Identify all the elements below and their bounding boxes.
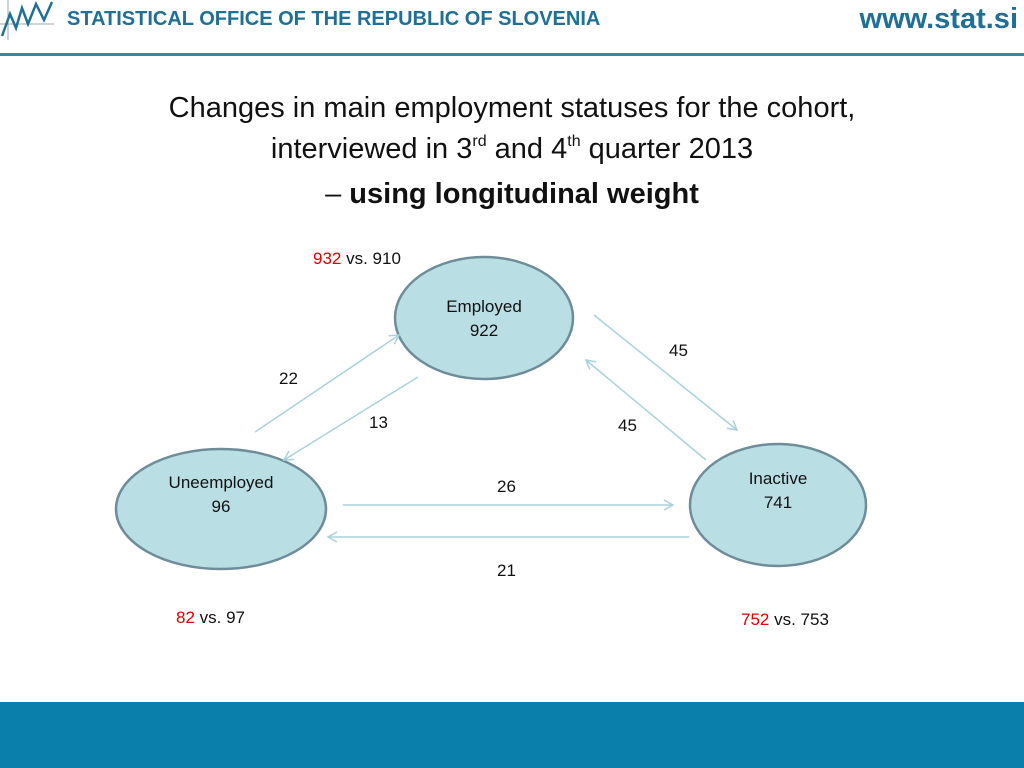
unemployed-comparison-highlight: 82 xyxy=(176,608,195,627)
employed-comparison-rest: vs. 910 xyxy=(341,249,401,268)
employed-name: Employed xyxy=(446,297,522,316)
inactive-label: Inactive 741 xyxy=(718,467,838,515)
slide-title: Changes in main employment statuses for … xyxy=(60,88,964,215)
flow-employed-to-inactive: 45 xyxy=(669,341,688,360)
flow-unemployed-to-inactive: 26 xyxy=(497,477,516,496)
arrow-unemployed-to-employed xyxy=(254,334,401,433)
site-url-link[interactable]: www.stat.si xyxy=(859,3,1018,35)
employed-comparison: 932 vs. 910 xyxy=(313,249,401,269)
node-unemployed xyxy=(114,447,328,571)
arrow-employed-to-unemployed xyxy=(282,376,419,461)
title-line-2: interviewed in 3rd and 4th quarter 2013 xyxy=(60,129,964,174)
inactive-comparison: 752 vs. 753 xyxy=(741,610,829,630)
title-line-2-c: quarter 2013 xyxy=(580,133,754,165)
employed-value: 922 xyxy=(469,321,499,340)
inactive-comparison-rest: vs. 753 xyxy=(769,610,829,629)
title-emphasis: using longitudinal weight xyxy=(349,178,699,210)
unemployed-name: Uneemployed xyxy=(168,473,274,492)
title-line-2-b: and 4 xyxy=(486,133,568,165)
unemployed-value: 96 xyxy=(211,497,231,516)
employed-comparison-highlight: 932 xyxy=(313,249,342,268)
arrow-employed-to-inactive xyxy=(593,314,739,431)
flow-inactive-to-unemployed: 21 xyxy=(497,561,516,580)
unemployed-label: Uneemployed 96 xyxy=(146,471,296,519)
title-line-1: Changes in main employment statuses for … xyxy=(168,92,856,124)
flow-inactive-to-employed: 45 xyxy=(618,416,637,435)
unemployed-comparison: 82 vs. 97 xyxy=(176,608,245,628)
inactive-value: 741 xyxy=(763,493,793,512)
unemployed-comparison-rest: vs. 97 xyxy=(194,608,246,627)
title-dash: – xyxy=(325,178,350,210)
sors-logo-icon xyxy=(0,0,54,40)
arrow-inactive-to-employed xyxy=(584,359,707,461)
node-inactive xyxy=(688,442,868,568)
header-divider xyxy=(0,53,1024,56)
title-line-2-a: interviewed in 3 xyxy=(270,133,473,165)
title-sup-rd: rd xyxy=(472,133,487,150)
flow-unemployed-to-employed: 22 xyxy=(279,369,298,388)
node-employed xyxy=(393,255,575,381)
inactive-comparison-highlight: 752 xyxy=(741,610,770,629)
footer-band xyxy=(0,702,1024,768)
flow-diagram xyxy=(114,255,868,571)
title-sup-th: th xyxy=(567,133,581,150)
inactive-name: Inactive xyxy=(748,469,808,488)
title-line-3: – using longitudinal weight xyxy=(60,174,964,215)
header-bar: STATISTICAL OFFICE OF THE REPUBLIC OF SL… xyxy=(0,0,1024,58)
org-name: STATISTICAL OFFICE OF THE REPUBLIC OF SL… xyxy=(67,8,601,30)
flow-employed-to-unemployed: 13 xyxy=(369,413,388,432)
employed-label: Employed 922 xyxy=(424,295,544,343)
